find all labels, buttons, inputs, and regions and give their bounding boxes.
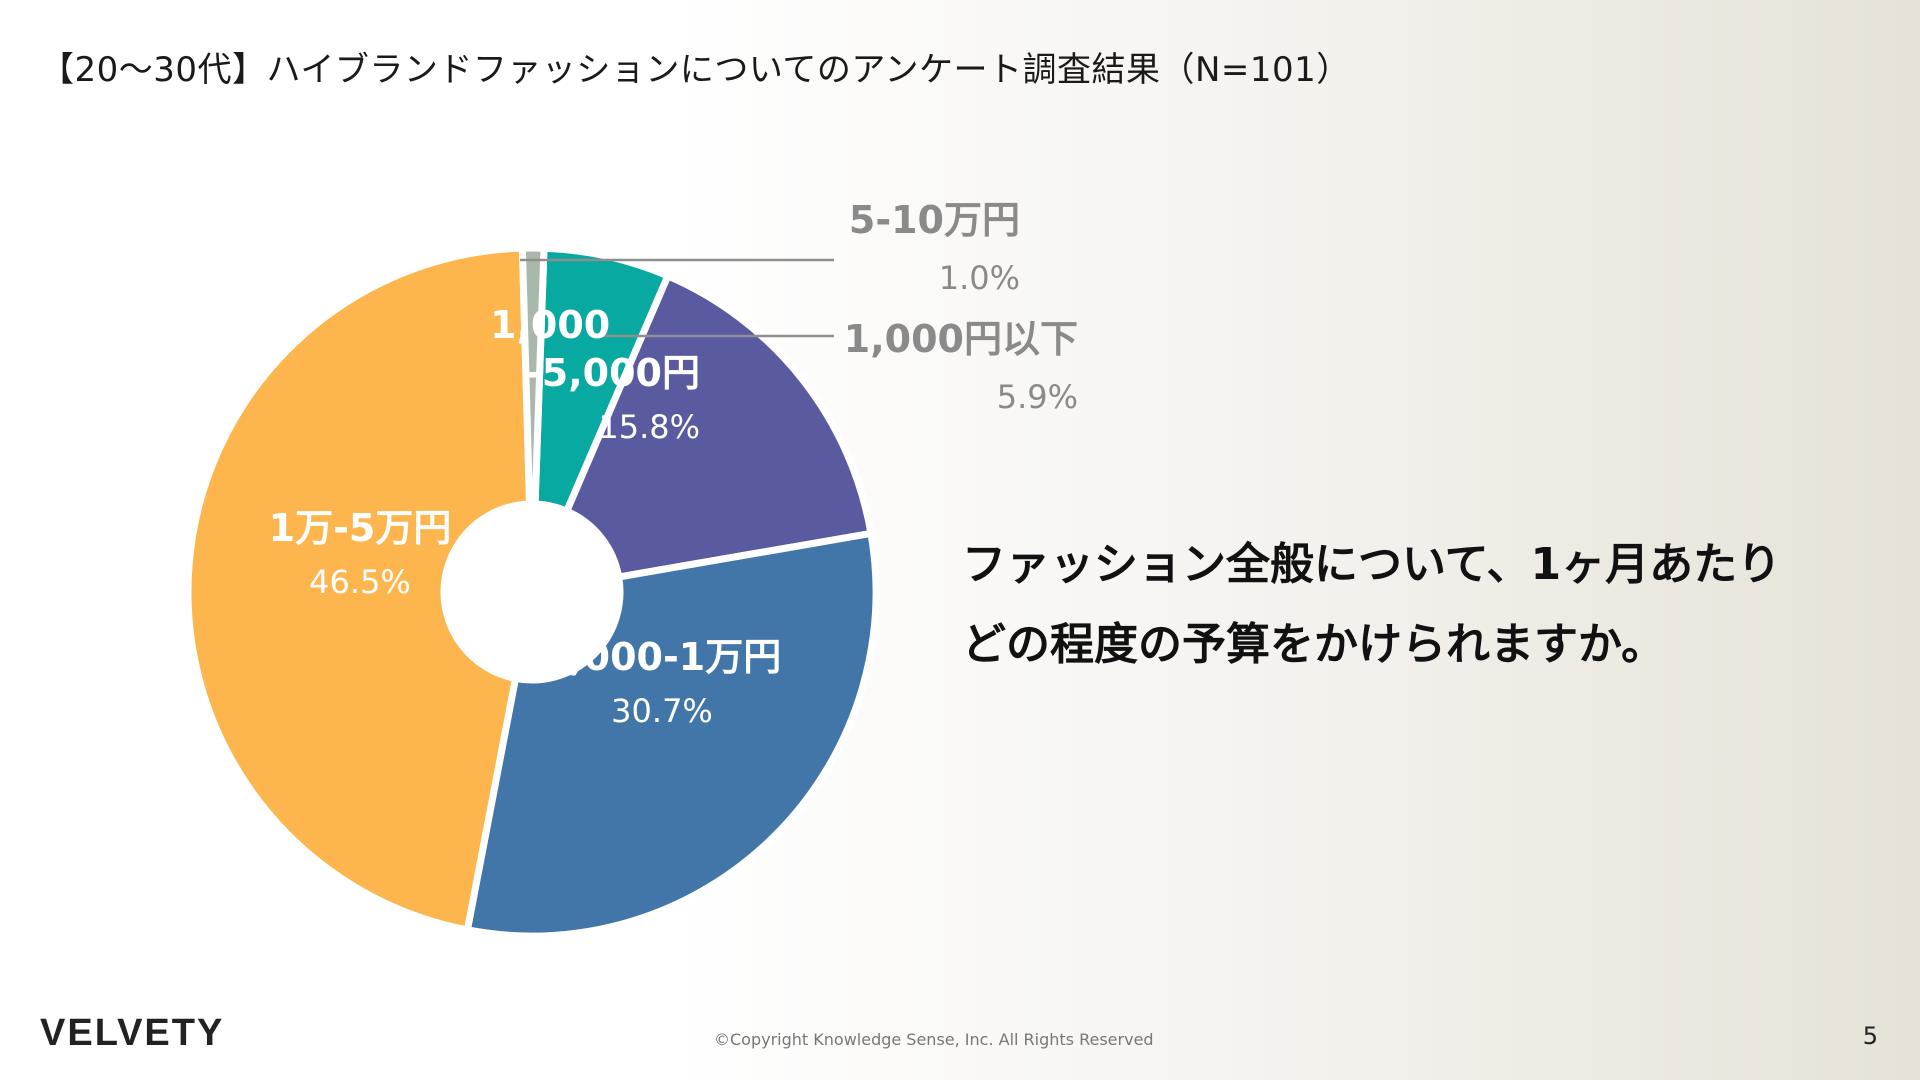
- copyright-notice: ©Copyright Knowledge Sense, Inc. All Rig…: [714, 1030, 1154, 1049]
- slice-label-5-10: 5-10万円: [849, 198, 1020, 242]
- svg-text:5,000-1万円: 5,000-1万円: [543, 635, 781, 679]
- survey-question-line-2: どの程度の予算をかけられますか。: [962, 619, 1666, 670]
- slice-label-1-000-5-000: 1,000-5,000円: [490, 303, 700, 395]
- slice-label-5-000-1: 5,000-1万円: [543, 635, 781, 679]
- slice-5-10: [518, 244, 548, 508]
- slice-value-1-000-5-000: 15.8%: [598, 408, 700, 446]
- slice-1-000-5-000: [563, 272, 875, 581]
- brand-logo: VELVETY: [40, 1012, 225, 1054]
- slice-value-5-10: 1.0%: [939, 259, 1020, 297]
- slide-title: 【20〜30代】ハイブランドファッションについてのアンケート調査結果（N=101…: [40, 50, 1351, 90]
- survey-question: ファッション全般について、1ヶ月あたり どの程度の予算をかけられますか。: [962, 525, 1781, 685]
- page-number: 5: [1862, 1022, 1878, 1050]
- slice-5-000-1: [463, 529, 880, 940]
- slice-label-1-000: 1,000円以下: [844, 317, 1078, 361]
- slice-value-1-000: 5.9%: [997, 378, 1078, 416]
- slice-label-1-5: 1万-5万円: [269, 506, 452, 550]
- svg-text:1万-5万円: 1万-5万円: [269, 506, 452, 550]
- survey-question-line-1: ファッション全般について、1ヶ月あたり: [962, 539, 1782, 590]
- slice-1-5: [184, 244, 534, 934]
- slice-value-1-5: 46.5%: [309, 563, 411, 601]
- svg-text:1,000: 1,000: [490, 303, 610, 347]
- slice-value-5-000-1: 30.7%: [611, 692, 713, 730]
- svg-text:-5,000円: -5,000円: [526, 351, 700, 395]
